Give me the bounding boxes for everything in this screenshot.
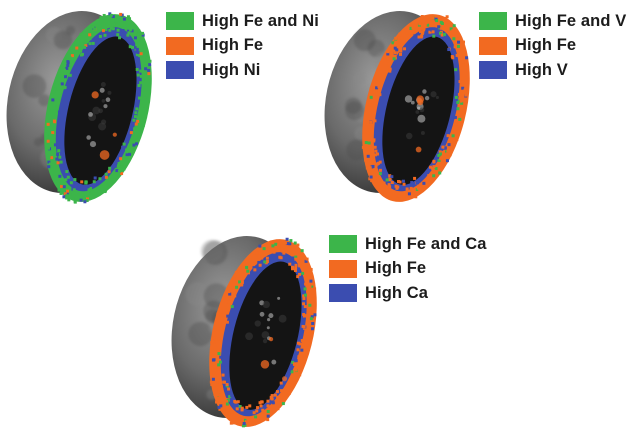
legend-swatch-shared xyxy=(479,12,507,30)
legend-swatch-element xyxy=(166,61,194,79)
particle-panel-ca: High Fe and Ca High Fe High Ca xyxy=(165,225,525,428)
legend-ni: High Fe and Ni High Fe High Ni xyxy=(166,10,319,84)
legend-label-element: High Ca xyxy=(365,283,429,302)
legend-item-element: High V xyxy=(479,59,626,81)
particle-ca-rendering xyxy=(171,236,317,428)
legend-label-shared: High Fe and Ni xyxy=(202,11,319,30)
legend-item-shared: High Fe and V xyxy=(479,10,626,32)
legend-swatch-element xyxy=(329,284,357,302)
particle-panel-ni: High Fe and Ni High Fe High Ni xyxy=(0,0,340,205)
legend-swatch-shared xyxy=(329,235,357,253)
legend-item-fe: High Fe xyxy=(329,258,487,280)
legend-label-element: High V xyxy=(515,60,568,79)
particle-panel-v: High Fe and V High Fe High V xyxy=(318,0,636,205)
legend-label-element: High Ni xyxy=(202,60,261,79)
legend-item-fe: High Fe xyxy=(166,35,319,57)
legend-swatch-fe xyxy=(329,259,357,278)
legend-swatch-fe xyxy=(479,36,507,55)
legend-item-shared: High Fe and Ni xyxy=(166,10,319,32)
particle-ni-rendering xyxy=(6,11,152,204)
particle-v-rendering xyxy=(324,11,470,202)
legend-swatch-fe xyxy=(166,36,194,55)
legend-swatch-shared xyxy=(166,12,194,30)
legend-item-shared: High Fe and Ca xyxy=(329,233,487,255)
legend-item-element: High Ca xyxy=(329,282,487,304)
legend-label-fe: High Fe xyxy=(515,36,577,54)
legend-label-fe: High Fe xyxy=(202,36,264,54)
legend-v: High Fe and V High Fe High V xyxy=(479,10,626,84)
legend-label-shared: High Fe and V xyxy=(515,11,627,30)
legend-label-fe: High Fe xyxy=(365,259,427,277)
legend-item-fe: High Fe xyxy=(479,35,626,57)
legend-swatch-element xyxy=(479,61,507,79)
legend-item-element: High Ni xyxy=(166,59,319,81)
legend-label-shared: High Fe and Ca xyxy=(365,234,487,253)
legend-ca: High Fe and Ca High Fe High Ca xyxy=(329,233,487,307)
